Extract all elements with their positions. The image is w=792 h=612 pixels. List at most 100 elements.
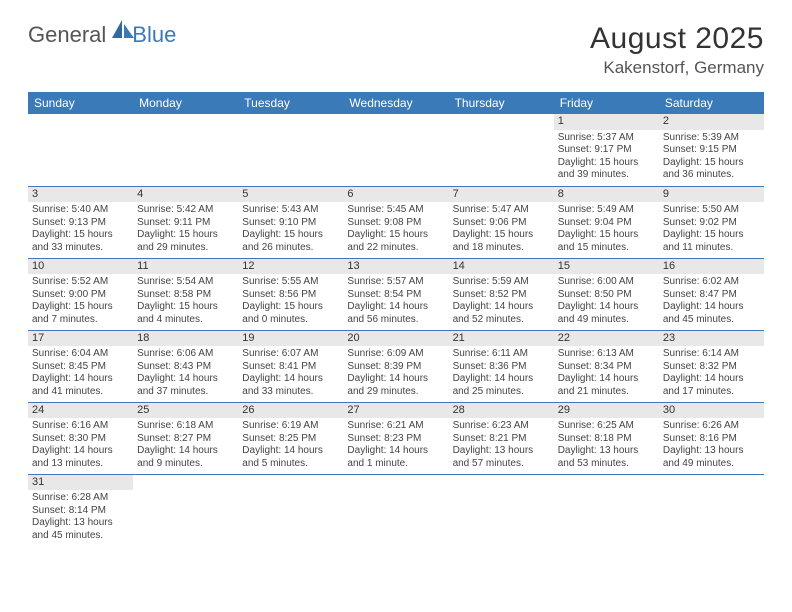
daylight-text: and 29 minutes.: [137, 242, 234, 255]
sunrise-text: Sunrise: 6:25 AM: [558, 420, 655, 433]
daylight-text: Daylight: 14 hours: [137, 445, 234, 458]
day-number: 26: [238, 403, 343, 419]
sunset-text: Sunset: 8:54 PM: [347, 289, 444, 302]
sunset-text: Sunset: 9:08 PM: [347, 217, 444, 230]
sunrise-text: Sunrise: 6:16 AM: [32, 420, 129, 433]
day-cell: .: [238, 114, 343, 186]
daylight-text: Daylight: 14 hours: [347, 301, 444, 314]
day-cell: .: [659, 474, 764, 546]
day-number: 10: [28, 259, 133, 275]
sunset-text: Sunset: 9:11 PM: [137, 217, 234, 230]
day-cell: 13Sunrise: 5:57 AMSunset: 8:54 PMDayligh…: [343, 258, 448, 330]
sunrise-text: Sunrise: 5:39 AM: [663, 132, 760, 145]
sunrise-text: Sunrise: 6:18 AM: [137, 420, 234, 433]
day-number: 1: [554, 114, 659, 130]
daylight-text: Daylight: 14 hours: [453, 301, 550, 314]
daylight-text: and 13 minutes.: [32, 458, 129, 471]
week-row: 3Sunrise: 5:40 AMSunset: 9:13 PMDaylight…: [28, 186, 764, 258]
daylight-text: Daylight: 15 hours: [242, 229, 339, 242]
sunrise-text: Sunrise: 6:11 AM: [453, 348, 550, 361]
daylight-text: Daylight: 15 hours: [347, 229, 444, 242]
sunrise-text: Sunrise: 6:13 AM: [558, 348, 655, 361]
day-cell: 12Sunrise: 5:55 AMSunset: 8:56 PMDayligh…: [238, 258, 343, 330]
daylight-text: Daylight: 13 hours: [453, 445, 550, 458]
day-cell: .: [449, 114, 554, 186]
logo: General Blue: [28, 22, 176, 48]
sunrise-text: Sunrise: 5:50 AM: [663, 204, 760, 217]
sunset-text: Sunset: 8:58 PM: [137, 289, 234, 302]
day-number: 9: [659, 187, 764, 203]
day-cell: .: [28, 114, 133, 186]
sunset-text: Sunset: 9:10 PM: [242, 217, 339, 230]
daylight-text: and 17 minutes.: [663, 386, 760, 399]
daylight-text: and 45 minutes.: [32, 530, 129, 543]
day-number: 30: [659, 403, 764, 419]
daylight-text: and 53 minutes.: [558, 458, 655, 471]
daylight-text: Daylight: 15 hours: [242, 301, 339, 314]
day-cell: 28Sunrise: 6:23 AMSunset: 8:21 PMDayligh…: [449, 402, 554, 474]
day-number: 31: [28, 475, 133, 491]
daylight-text: and 26 minutes.: [242, 242, 339, 255]
daylight-text: and 1 minute.: [347, 458, 444, 471]
sunrise-text: Sunrise: 6:21 AM: [347, 420, 444, 433]
daylight-text: and 33 minutes.: [242, 386, 339, 399]
daylight-text: and 36 minutes.: [663, 169, 760, 182]
day-cell: 3Sunrise: 5:40 AMSunset: 9:13 PMDaylight…: [28, 186, 133, 258]
sunrise-text: Sunrise: 5:47 AM: [453, 204, 550, 217]
day-number: 28: [449, 403, 554, 419]
day-cell: 14Sunrise: 5:59 AMSunset: 8:52 PMDayligh…: [449, 258, 554, 330]
month-title: August 2025: [590, 22, 764, 56]
day-header: Tuesday: [238, 92, 343, 114]
sunrise-text: Sunrise: 6:23 AM: [453, 420, 550, 433]
day-cell: 24Sunrise: 6:16 AMSunset: 8:30 PMDayligh…: [28, 402, 133, 474]
day-cell: 15Sunrise: 6:00 AMSunset: 8:50 PMDayligh…: [554, 258, 659, 330]
day-cell: 16Sunrise: 6:02 AMSunset: 8:47 PMDayligh…: [659, 258, 764, 330]
day-header: Thursday: [449, 92, 554, 114]
day-number: 8: [554, 187, 659, 203]
sunset-text: Sunset: 8:39 PM: [347, 361, 444, 374]
day-cell: 29Sunrise: 6:25 AMSunset: 8:18 PMDayligh…: [554, 402, 659, 474]
sunset-text: Sunset: 8:16 PM: [663, 433, 760, 446]
sunset-text: Sunset: 8:50 PM: [558, 289, 655, 302]
sunset-text: Sunset: 9:06 PM: [453, 217, 550, 230]
day-cell: 6Sunrise: 5:45 AMSunset: 9:08 PMDaylight…: [343, 186, 448, 258]
day-number: 5: [238, 187, 343, 203]
daylight-text: and 49 minutes.: [558, 314, 655, 327]
sunrise-text: Sunrise: 5:49 AM: [558, 204, 655, 217]
day-cell: 10Sunrise: 5:52 AMSunset: 9:00 PMDayligh…: [28, 258, 133, 330]
sunrise-text: Sunrise: 6:19 AM: [242, 420, 339, 433]
sunrise-text: Sunrise: 5:59 AM: [453, 276, 550, 289]
day-number: 20: [343, 331, 448, 347]
sunset-text: Sunset: 8:36 PM: [453, 361, 550, 374]
daylight-text: and 57 minutes.: [453, 458, 550, 471]
daylight-text: and 41 minutes.: [32, 386, 129, 399]
day-number: 19: [238, 331, 343, 347]
day-header: Monday: [133, 92, 238, 114]
daylight-text: Daylight: 13 hours: [558, 445, 655, 458]
sunset-text: Sunset: 9:15 PM: [663, 144, 760, 157]
daylight-text: and 18 minutes.: [453, 242, 550, 255]
day-cell: .: [133, 114, 238, 186]
sunset-text: Sunset: 8:23 PM: [347, 433, 444, 446]
daylight-text: Daylight: 14 hours: [242, 373, 339, 386]
sunset-text: Sunset: 9:17 PM: [558, 144, 655, 157]
day-number: 13: [343, 259, 448, 275]
daylight-text: Daylight: 14 hours: [32, 445, 129, 458]
sunrise-text: Sunrise: 5:43 AM: [242, 204, 339, 217]
day-cell: 8Sunrise: 5:49 AMSunset: 9:04 PMDaylight…: [554, 186, 659, 258]
title-block: August 2025 Kakenstorf, Germany: [590, 22, 764, 78]
calendar-table: Sunday Monday Tuesday Wednesday Thursday…: [28, 92, 764, 546]
day-cell: .: [343, 474, 448, 546]
day-cell: .: [133, 474, 238, 546]
day-number: 2: [659, 114, 764, 130]
day-number: 17: [28, 331, 133, 347]
daylight-text: and 21 minutes.: [558, 386, 655, 399]
sunrise-text: Sunrise: 5:54 AM: [137, 276, 234, 289]
daylight-text: and 25 minutes.: [453, 386, 550, 399]
week-row: 24Sunrise: 6:16 AMSunset: 8:30 PMDayligh…: [28, 402, 764, 474]
daylight-text: Daylight: 14 hours: [453, 373, 550, 386]
daylight-text: Daylight: 14 hours: [137, 373, 234, 386]
daylight-text: Daylight: 15 hours: [558, 157, 655, 170]
daylight-text: Daylight: 14 hours: [663, 373, 760, 386]
sunrise-text: Sunrise: 6:07 AM: [242, 348, 339, 361]
